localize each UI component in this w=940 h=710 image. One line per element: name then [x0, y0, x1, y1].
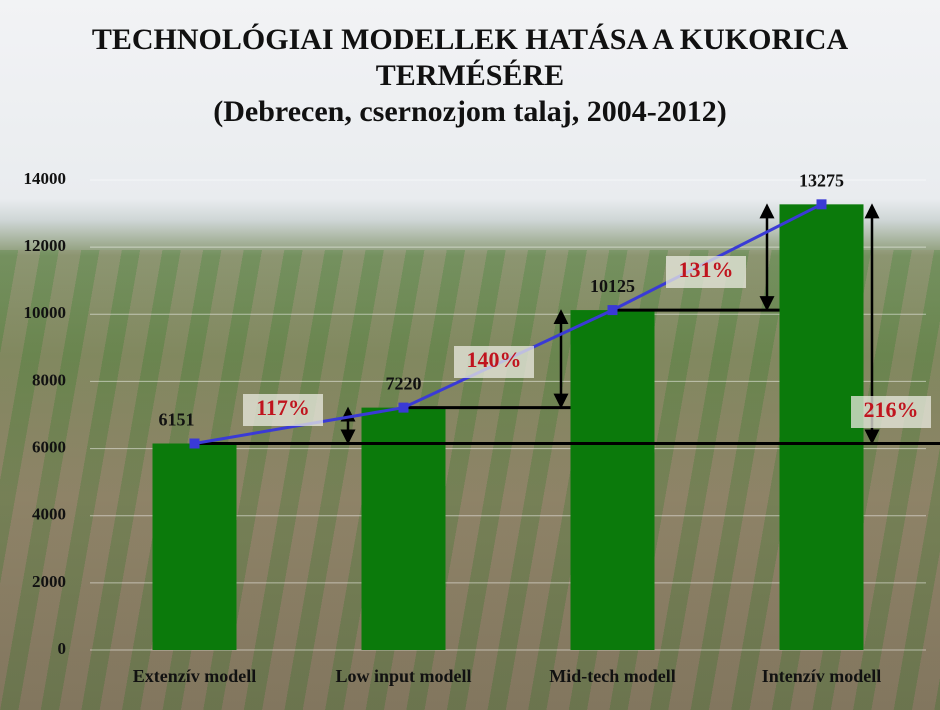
bar [570, 310, 655, 650]
annotation: 117% [256, 395, 310, 420]
annotation: 131% [679, 257, 734, 282]
annotation-box [851, 396, 931, 428]
point-marker [189, 438, 200, 449]
annotation: 140% [467, 347, 522, 372]
y-tick-label: 6000 [32, 437, 66, 456]
bar [361, 407, 446, 650]
point-marker [398, 402, 409, 413]
value-label: 6151 [159, 410, 195, 430]
chart-subtitle: (Debrecen, csernozjom talaj, 2004-2012) [213, 95, 727, 128]
y-tick-label: 0 [58, 639, 67, 658]
y-tick-label: 4000 [32, 505, 66, 524]
annotation-box [243, 394, 323, 426]
point-marker [607, 305, 618, 316]
x-tick-label: Low input modell [335, 666, 471, 686]
y-tick-label: 2000 [32, 572, 66, 591]
value-label: 13275 [799, 170, 844, 190]
y-tick-label: 8000 [32, 370, 66, 389]
x-tick-label: Mid-tech modell [549, 666, 675, 686]
value-label: 7220 [386, 374, 422, 394]
bar [152, 443, 237, 650]
x-tick-label: Intenzív modell [762, 666, 882, 686]
x-tick-label: Extenzív modell [133, 666, 257, 686]
y-tick-label: 12000 [24, 236, 67, 255]
point-marker [816, 199, 827, 210]
y-tick-label: 10000 [24, 303, 67, 322]
annotation: 216% [864, 397, 919, 422]
annotation-box [454, 346, 534, 378]
y-tick-label: 14000 [24, 169, 67, 188]
bar [779, 204, 864, 650]
value-label: 10125 [590, 276, 635, 296]
annotation-box [666, 256, 746, 288]
chart-title: TECHNOLÓGIAI MODELLEK HATÁSA A KUKORICA … [91, 23, 849, 92]
title-block: TECHNOLÓGIAI MODELLEK HATÁSA A KUKORICA … [0, 22, 940, 130]
